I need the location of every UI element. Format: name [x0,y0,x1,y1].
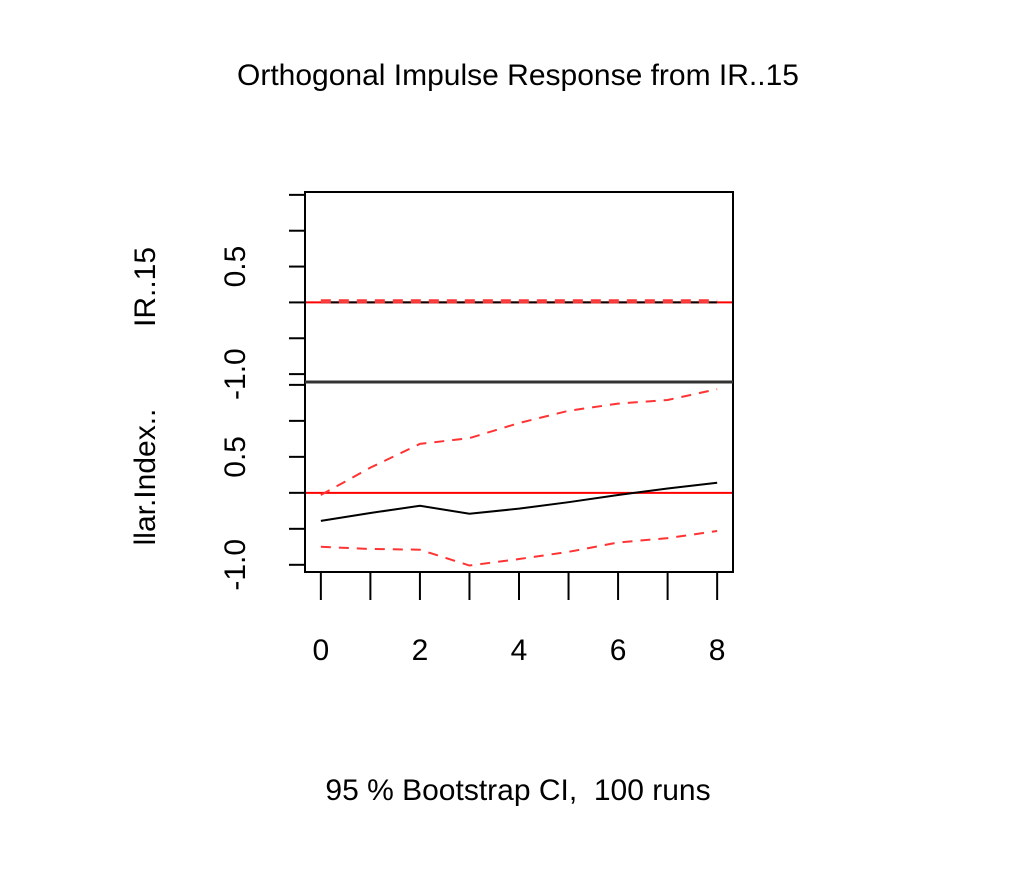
x-axis-label: 95 % Bootstrap CI, 100 runs [325,774,710,807]
y-tick-label: 0.5 [219,436,252,478]
x-tick-label: 8 [709,634,726,667]
series-line [320,529,718,567]
chart-title: Orthogonal Impulse Response from IR..15 [237,59,799,92]
x-tick-label: 6 [610,634,627,667]
y-tick-label: 0.5 [219,246,252,288]
x-tick-label: 4 [511,634,528,667]
y-tick-label: -1.0 [219,539,252,591]
x-tick-label: 2 [412,634,429,667]
series-line [320,481,718,522]
series-line [320,388,718,496]
y-axis-label: llar.Index.. [129,409,162,546]
x-tick-label: 0 [313,634,330,667]
y-tick-label: -1.0 [219,348,252,400]
y-axis-label: IR..15 [129,247,162,327]
